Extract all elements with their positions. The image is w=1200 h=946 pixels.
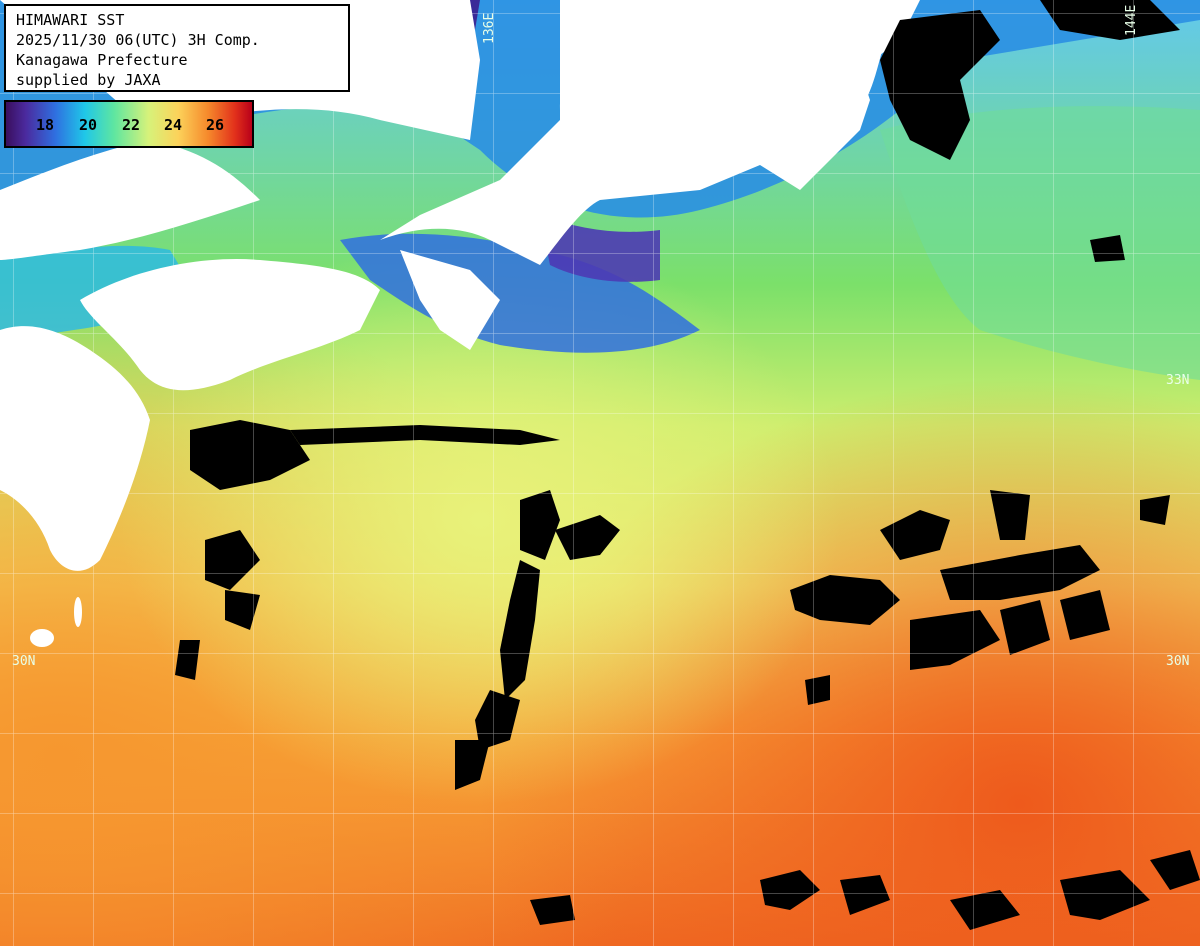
map-region: Kanagawa Prefecture	[16, 51, 188, 69]
legend-tick: 20	[79, 116, 98, 134]
map-title: HIMAWARI SST	[16, 11, 125, 29]
lat-label: 30N	[1166, 654, 1190, 669]
lat-label: 33N	[1166, 373, 1190, 388]
legend-tick: 24	[164, 116, 183, 134]
lon-label: 144E	[1124, 4, 1139, 36]
legend-tick: 22	[122, 116, 141, 134]
lat-label: 30N	[12, 654, 36, 669]
temperature-legend: 18 20 22 24 26	[4, 100, 254, 148]
map-info-box: HIMAWARI SST 2025/11/30 06(UTC) 3H Comp.…	[4, 4, 350, 92]
lon-label: 136E	[482, 12, 497, 44]
map-credit: supplied by JAXA	[16, 71, 161, 89]
legend-tick: 26	[206, 116, 225, 134]
map-timestamp: 2025/11/30 06(UTC) 3H Comp.	[16, 31, 260, 49]
legend-tick: 18	[36, 116, 55, 134]
